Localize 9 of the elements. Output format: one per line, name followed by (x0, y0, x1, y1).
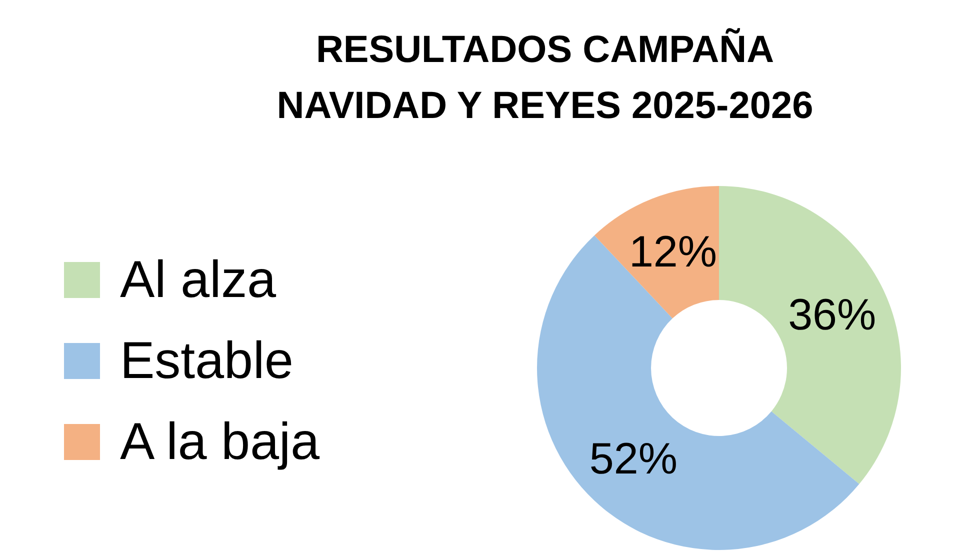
chart-title: RESULTADOS CAMPAÑA NAVIDAD Y REYES 2025-2026 (276, 28, 814, 127)
data-label: 36% (788, 290, 876, 340)
data-label: 52% (589, 434, 678, 484)
donut-slice (719, 186, 901, 484)
legend-label: A la baja (120, 413, 320, 471)
legend-label: Estable (120, 332, 294, 390)
donut-slice (594, 186, 719, 318)
data-label: 12% (628, 227, 718, 276)
legend-label: Al alza (120, 251, 276, 309)
